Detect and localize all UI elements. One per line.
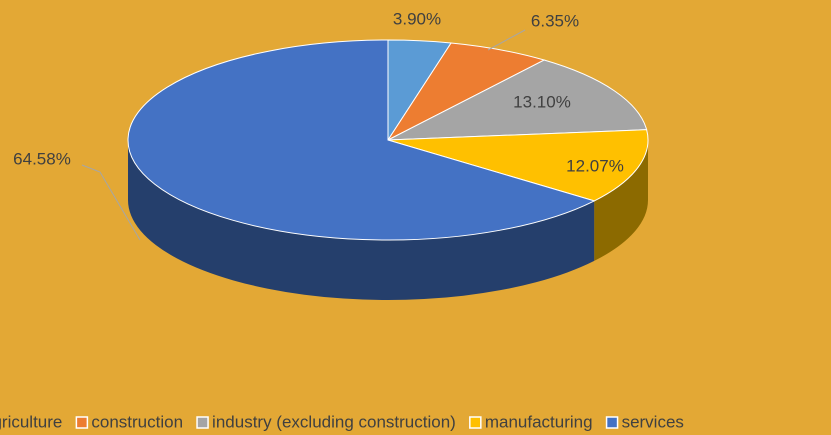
slice-sides xyxy=(128,140,648,300)
legend-label: industry (excluding construction) xyxy=(212,412,456,431)
slice xyxy=(127,39,596,241)
slice xyxy=(387,129,649,202)
legend-swatch xyxy=(469,416,482,429)
legend-label: construction xyxy=(91,412,183,431)
legend-swatch xyxy=(196,416,209,429)
legend-label: services xyxy=(622,412,684,431)
leader-line xyxy=(81,164,141,241)
data-label: 6.35% xyxy=(531,11,579,30)
slice-tops xyxy=(127,39,649,241)
legend-label: agriculture xyxy=(0,412,62,431)
slice-side xyxy=(594,140,648,261)
slice-side xyxy=(128,140,595,300)
leader-line xyxy=(487,29,526,51)
data-label: 13.10% xyxy=(513,92,571,111)
slice xyxy=(387,59,648,141)
legend-label: manufacturing xyxy=(485,412,593,431)
legend-swatch xyxy=(605,416,619,429)
data-label: 3.90% xyxy=(393,9,441,28)
data-label: 64.58% xyxy=(13,149,71,168)
data-label: 12.07% xyxy=(566,156,624,175)
legend-swatch xyxy=(75,416,89,429)
